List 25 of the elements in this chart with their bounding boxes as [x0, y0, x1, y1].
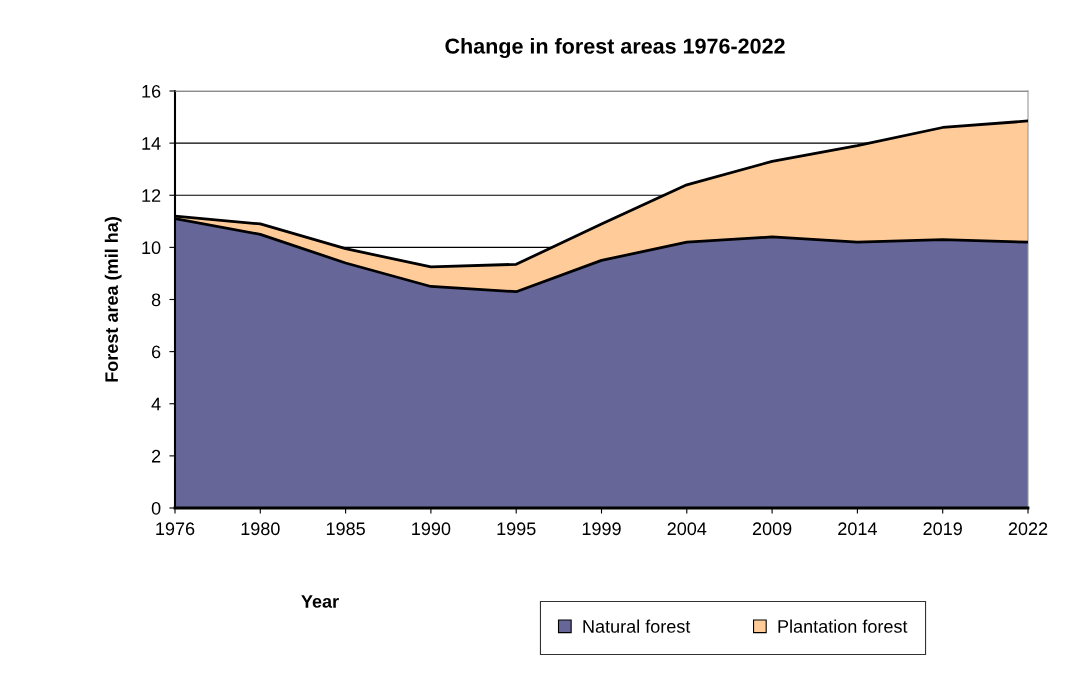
x-tick-label: 2004 [667, 522, 707, 536]
y-tick-label: 14 [142, 137, 161, 150]
y-axis-title: Forest area (mil ha) [104, 217, 122, 382]
x-tick-label: 2014 [838, 522, 877, 536]
legend-label: Plantation forest [778, 619, 908, 633]
y-tick-label: 2 [151, 449, 161, 463]
x-tick-label: 2022 [1008, 522, 1048, 536]
y-tick-label: 6 [151, 345, 161, 359]
y-tick-label: 0 [151, 501, 161, 515]
chart-title: Change in forest areas 1976-2022 [445, 37, 785, 59]
x-tick-label: 1999 [582, 522, 621, 536]
x-axis-title: Year [301, 595, 339, 608]
y-tick-label: 12 [142, 189, 161, 202]
legend-label: Natural forest [583, 619, 691, 633]
x-tick-label: 1985 [326, 522, 365, 536]
x-tick-label: 1980 [241, 522, 280, 536]
y-tick-label: 10 [142, 241, 161, 255]
x-tick-label: 1976 [156, 522, 195, 536]
y-tick-label: 8 [151, 293, 161, 307]
x-tick-label: 2019 [923, 522, 962, 536]
x-tick-label: 2009 [752, 522, 792, 536]
x-tick-label: 1990 [412, 522, 451, 536]
x-tick-label: 1995 [497, 522, 536, 536]
y-tick-label: 16 [142, 84, 161, 98]
y-tick-label: 4 [151, 397, 161, 411]
